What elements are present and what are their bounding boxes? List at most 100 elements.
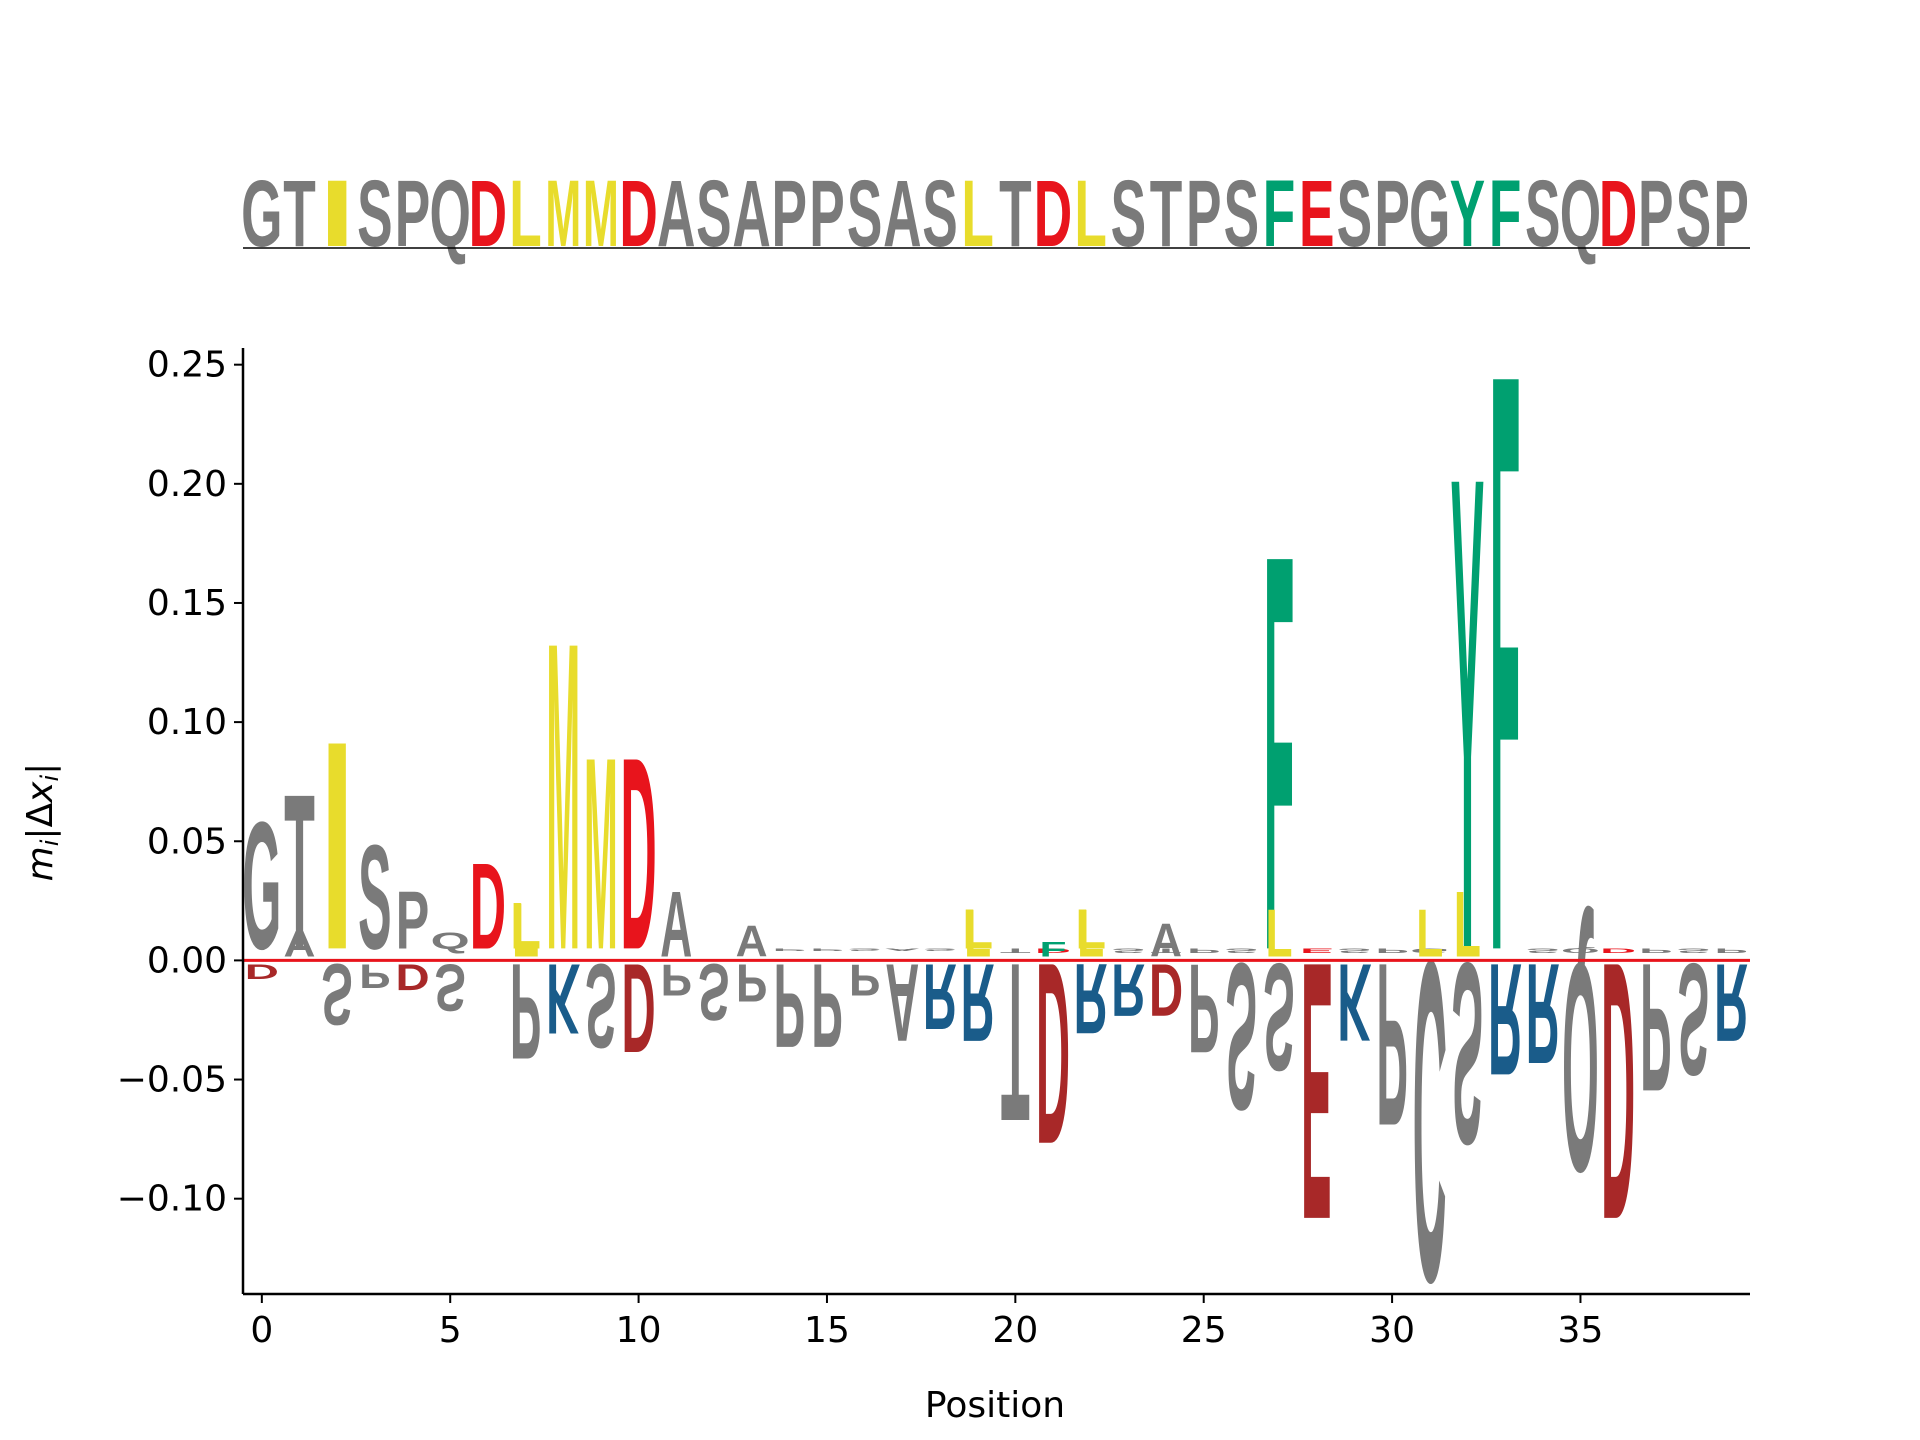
sequence-letter-17: A — [883, 162, 921, 267]
stack-glyph-pos-3-letter: A — [736, 917, 768, 966]
residue-glyph-10-letter: D — [620, 699, 656, 1006]
sequence-letter-6-letter: D — [469, 162, 507, 267]
sequence-letter-38: S — [1676, 162, 1712, 267]
residue-glyph-23: S — [1112, 947, 1146, 955]
sequence-letter-7-letter: L — [509, 162, 542, 267]
stack-glyph-neg-13: P — [811, 938, 843, 1072]
sequence-letter-28: E — [1299, 162, 1335, 267]
stack-glyph-pos-0-letter: A — [284, 923, 316, 965]
x-tick-label: 20 — [992, 1310, 1038, 1351]
sequence-letter-0: G — [241, 162, 282, 267]
stack-glyph-neg-32: R — [1526, 934, 1560, 1095]
sequence-letter-0-letter: G — [241, 162, 282, 267]
sequence-letter-15: P — [809, 162, 845, 267]
sequence-letter-21: D — [1034, 162, 1072, 267]
sequence-letter-29-letter: S — [1337, 162, 1373, 267]
sequence-letter-10: D — [619, 162, 657, 267]
stack-glyph-neg-28: P — [1376, 915, 1408, 1176]
stack-glyph-neg-12-letter: P — [774, 938, 806, 1072]
residue-glyph-5: Q — [431, 928, 470, 953]
stack-glyph-neg-19: D — [1036, 909, 1070, 1198]
stack-glyph-neg-33-letter: Q — [1562, 900, 1599, 1234]
stack-glyph-pos-0: A — [284, 923, 316, 965]
stack-glyph-neg-34-letter: D — [1601, 886, 1635, 1298]
sequence-letter-30: P — [1374, 162, 1410, 267]
sequence-letter-11: A — [657, 162, 695, 267]
stack-glyph-neg-36: S — [1678, 930, 1710, 1109]
sequence-letter-21-letter: D — [1034, 162, 1072, 267]
sequence-letter-31: G — [1409, 162, 1450, 267]
residue-glyph-15-letter: P — [810, 948, 844, 952]
sequence-letter-9: M — [583, 161, 619, 267]
stack-glyph-neg-2: P — [359, 957, 391, 995]
stack-glyph-neg-7-letter: S — [585, 938, 617, 1072]
residue-glyph-18: S — [923, 948, 957, 952]
stack-glyph-neg-9-letter: P — [660, 955, 692, 1004]
sequence-letter-26: S — [1224, 162, 1260, 267]
sequence-letter-26-letter: S — [1224, 162, 1260, 267]
stack-glyph-neg-23-letter: P — [1188, 937, 1220, 1079]
sequence-letter-5: Q — [430, 162, 471, 267]
x-tick-label: 30 — [1369, 1310, 1415, 1351]
stack-glyph-neg-9: P — [660, 955, 692, 1004]
x-tick-label: 0 — [250, 1310, 273, 1351]
residue-glyph-16-letter: S — [848, 948, 882, 952]
stack-glyph-neg-35-letter: P — [1640, 925, 1672, 1129]
stack-glyph-neg-0: D — [245, 960, 279, 983]
residue-glyph-0-letter: G — [242, 785, 281, 988]
stack-glyph-neg-10-letter: S — [698, 947, 730, 1037]
stack-glyph-pos-5-letter: F — [1039, 938, 1066, 961]
residue-glyph-32: Y — [1451, 335, 1485, 1092]
residue-glyph-26: S — [1225, 947, 1259, 955]
stack-glyph-neg-25-letter: S — [1263, 931, 1295, 1103]
residue-glyph-23-letter: S — [1112, 947, 1146, 955]
sequence-letter-25: P — [1186, 162, 1222, 267]
sequence-letter-4-letter: P — [395, 162, 431, 267]
sequence-letter-35: Q — [1560, 162, 1601, 267]
sequence-letter-13-letter: A — [732, 162, 770, 267]
sequence-letter-13: A — [732, 162, 770, 267]
residue-glyph-25-letter: P — [1187, 947, 1221, 955]
sequence-letter-38-letter: S — [1676, 162, 1712, 267]
residue-glyph-2-letter: I — [320, 680, 353, 1013]
x-tick-label: 35 — [1558, 1310, 1604, 1351]
sequence-letter-10-letter: D — [619, 162, 657, 267]
sequence-letter-9-letter: M — [583, 161, 619, 267]
y-axis: −0.10 −0.05 0.00 0.05 0.10 0.15 0.20 0.25 mi|Δx… — [20, 345, 245, 1294]
sequence-letter-3: S — [357, 162, 393, 267]
stack-glyph-neg-31-letter: R — [1488, 930, 1522, 1109]
sequence-letter-32-letter: Y — [1450, 162, 1486, 267]
stack-glyph-neg-2-letter: P — [359, 957, 391, 995]
residue-glyph-39-letter: P — [1714, 947, 1748, 955]
sequence-logo-row: G T I S P QD L M M D A S A P P S A S L T D L S T P S F E S P G Y F S QD P S P — [241, 160, 1749, 267]
stack-glyph-neg-28-letter: P — [1376, 915, 1408, 1176]
x-ticks: 0 5 10 15 20 25 30 35 — [250, 1294, 1603, 1351]
residue-glyph-6: D — [470, 837, 506, 974]
residue-glyph-37-letter: P — [1639, 947, 1673, 955]
sequence-letter-16: S — [847, 162, 883, 267]
residue-glyph-33: F — [1490, 200, 1521, 1125]
stack-glyph-neg-18-letter: T — [1001, 916, 1030, 1169]
sequence-letter-23-letter: S — [1111, 162, 1147, 267]
y-tick-label: −0.10 — [117, 1179, 227, 1220]
residue-glyph-35-letter: Q — [1561, 947, 1600, 955]
stack-glyph-neg-18: T — [1001, 916, 1030, 1169]
residue-glyph-4: P — [396, 875, 430, 967]
residue-glyph-1-letter: T — [284, 750, 315, 997]
stack-glyph-neg-33: Q — [1562, 900, 1599, 1234]
sequence-letter-31-letter: G — [1409, 162, 1450, 267]
residue-glyph-21: D — [1035, 947, 1071, 955]
stack-glyph-neg-26: E — [1301, 886, 1333, 1298]
sequence-letter-17-letter: A — [883, 162, 921, 267]
sequence-letter-19-letter: L — [961, 162, 994, 267]
stack-glyph-neg-32-letter: R — [1526, 934, 1560, 1095]
residue-glyph-17: A — [884, 948, 920, 952]
stack-glyph-neg-26-letter: E — [1301, 886, 1333, 1298]
residue-glyph-33-letter: F — [1490, 200, 1521, 1125]
residue-glyph-4-letter: P — [396, 875, 430, 967]
y-axis-label: mi|Δxi| — [20, 763, 64, 882]
stack-glyph-neg-11: P — [736, 953, 768, 1014]
sequence-letter-22-letter: L — [1074, 162, 1107, 267]
